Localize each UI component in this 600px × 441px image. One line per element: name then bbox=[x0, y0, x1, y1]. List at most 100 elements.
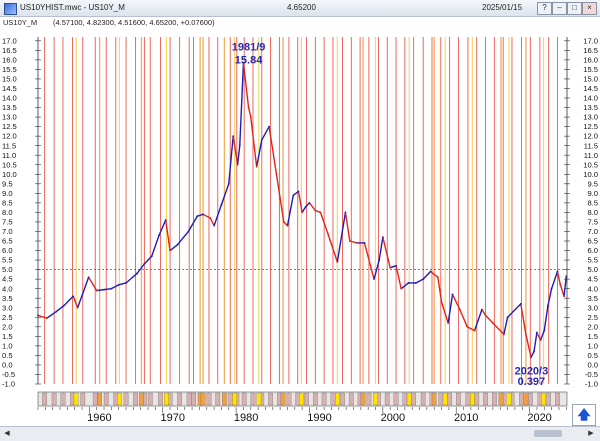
y-tick-label: 12.0 bbox=[2, 132, 17, 141]
data-point bbox=[286, 224, 289, 227]
scroll-right-icon[interactable]: ▶ bbox=[588, 430, 594, 437]
y-tick-label: 1.0 bbox=[2, 341, 13, 350]
horizontal-scrollbar[interactable]: ◀ ▶ bbox=[0, 426, 600, 441]
series-segment bbox=[176, 230, 190, 246]
series-segment bbox=[301, 205, 307, 214]
y-tick-label: 14.0 bbox=[583, 94, 598, 103]
x-tick-label: 2020 bbox=[527, 412, 551, 424]
y-tick-label: 12.5 bbox=[583, 122, 598, 131]
y-tick-label: 7.5 bbox=[2, 218, 13, 227]
y-tick-label: 0.5 bbox=[2, 351, 13, 360]
y-tick-label: 17.0 bbox=[583, 36, 598, 45]
data-point bbox=[110, 287, 113, 290]
series-segment bbox=[363, 242, 375, 280]
close-icon[interactable]: × bbox=[582, 2, 597, 15]
data-point bbox=[389, 266, 392, 269]
data-point bbox=[301, 211, 304, 214]
data-point bbox=[164, 219, 167, 221]
data-point bbox=[87, 276, 90, 279]
data-point bbox=[547, 304, 549, 307]
series-segment bbox=[103, 287, 113, 291]
series-segment bbox=[389, 265, 397, 269]
y-tick-label: 16.5 bbox=[583, 46, 598, 55]
up-arrow-icon[interactable]: 🡅 bbox=[572, 404, 596, 426]
data-point bbox=[480, 308, 483, 311]
x-tick-label: 1980 bbox=[234, 412, 258, 424]
y-tick-label: -0.5 bbox=[2, 370, 15, 379]
data-point bbox=[550, 287, 553, 290]
data-point bbox=[314, 209, 317, 212]
timeline-band bbox=[37, 391, 568, 407]
y-tick-label: 2.0 bbox=[587, 322, 598, 331]
data-point bbox=[559, 283, 562, 286]
series-segment bbox=[164, 219, 171, 252]
band-cell bbox=[97, 392, 102, 406]
band-cell bbox=[523, 392, 529, 406]
band-cell bbox=[498, 392, 504, 406]
band-cell bbox=[139, 392, 144, 406]
series-segment bbox=[563, 275, 567, 297]
y-tick-label: 5.5 bbox=[587, 256, 598, 265]
data-point bbox=[414, 282, 417, 284]
series-segment bbox=[556, 270, 562, 286]
minimize-icon[interactable]: – bbox=[552, 2, 567, 15]
band-cell bbox=[373, 392, 378, 406]
data-point bbox=[422, 278, 425, 281]
y-tick-label: 6.5 bbox=[2, 237, 13, 246]
y-tick-label: 3.0 bbox=[587, 303, 598, 312]
band-cell bbox=[492, 392, 497, 406]
data-point bbox=[447, 322, 450, 324]
series-segment bbox=[95, 288, 105, 292]
y-tick-label: 0.0 bbox=[587, 361, 598, 370]
data-point bbox=[395, 264, 397, 267]
series-segment bbox=[533, 331, 538, 353]
series-segment bbox=[286, 194, 295, 227]
y-tick-label: 15.5 bbox=[583, 65, 598, 74]
data-point bbox=[484, 314, 487, 317]
data-point bbox=[247, 106, 250, 109]
band-cell bbox=[330, 392, 336, 406]
scroll-left-icon[interactable]: ◀ bbox=[4, 430, 10, 437]
band-cell bbox=[555, 392, 560, 406]
series-segment bbox=[378, 236, 384, 261]
help-icon[interactable]: ? bbox=[537, 2, 552, 15]
series-segment bbox=[437, 276, 443, 303]
y-tick-label: 11.0 bbox=[2, 151, 16, 160]
series-segment bbox=[118, 282, 127, 286]
band-cell bbox=[474, 392, 480, 406]
annotation-label: 1981/9 bbox=[232, 41, 266, 53]
data-point bbox=[249, 116, 252, 118]
band-cell bbox=[360, 392, 366, 406]
yield-series bbox=[37, 62, 568, 359]
band-cell bbox=[447, 392, 452, 406]
series-segment bbox=[459, 308, 468, 328]
data-point bbox=[519, 303, 522, 305]
band-cell bbox=[335, 392, 340, 406]
series-segment bbox=[37, 314, 48, 319]
band-cell bbox=[366, 392, 372, 406]
y-tick-label: 6.0 bbox=[2, 246, 13, 255]
band-cell bbox=[232, 392, 237, 406]
data-point bbox=[236, 163, 239, 166]
window-title: US10YHIST.mwc - US10Y_M bbox=[20, 3, 125, 12]
y-tick-label: 2.5 bbox=[587, 313, 598, 322]
y-tick-label: 4.0 bbox=[587, 284, 598, 293]
series-segment bbox=[87, 276, 98, 292]
band-cell bbox=[393, 392, 399, 406]
series-segment bbox=[349, 240, 358, 244]
data-point bbox=[209, 217, 212, 220]
y-tick-label: 8.5 bbox=[587, 198, 598, 207]
scroll-thumb[interactable] bbox=[534, 430, 562, 437]
band-cell bbox=[177, 392, 182, 406]
band-cell bbox=[186, 392, 192, 406]
data-point bbox=[95, 289, 98, 292]
y-tick-label: 6.0 bbox=[587, 246, 598, 255]
data-point bbox=[117, 283, 120, 286]
data-point bbox=[45, 317, 48, 320]
data-point bbox=[363, 242, 366, 244]
data-point bbox=[150, 255, 153, 258]
data-point bbox=[326, 232, 329, 235]
maximize-icon[interactable]: □ bbox=[567, 2, 582, 15]
y-tick-label: 11.0 bbox=[584, 151, 598, 160]
